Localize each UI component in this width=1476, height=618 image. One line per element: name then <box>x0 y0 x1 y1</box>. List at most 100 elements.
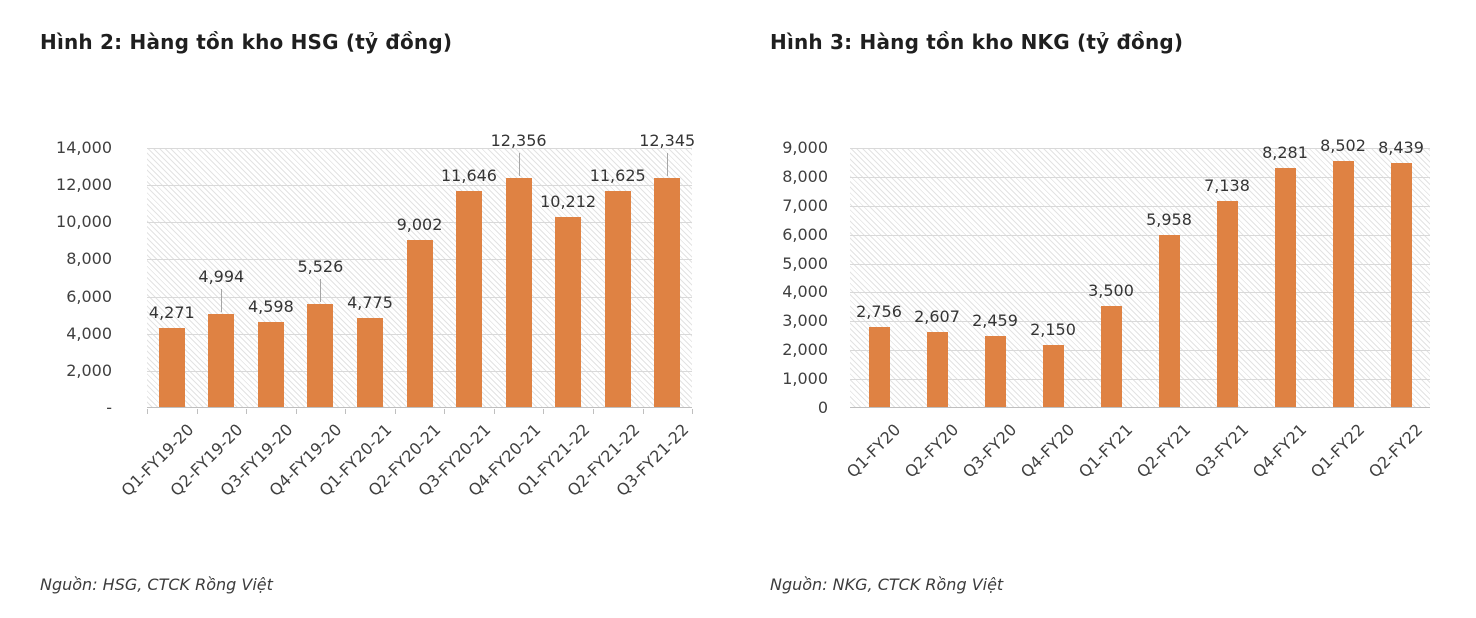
chart-title-hsg: Hình 2: Hàng tồn kho HSG (tỷ đồng) <box>40 30 453 54</box>
x-axis-tick-mark <box>444 409 446 414</box>
x-axis-category-label: Q2-FY21 <box>1132 420 1195 482</box>
y-axis-tick-label: 8,000 <box>782 167 828 186</box>
y-axis-tick-label: - <box>106 398 112 417</box>
gridline <box>850 350 1430 351</box>
y-axis-tick-label: 6,000 <box>66 287 112 306</box>
gridline <box>850 235 1430 236</box>
bar <box>984 336 1006 407</box>
gridline <box>850 206 1430 207</box>
x-axis-tick-mark <box>543 409 545 414</box>
bar <box>406 239 433 407</box>
x-axis-category-label: Q1-FY20 <box>842 420 905 482</box>
bar <box>1332 161 1354 407</box>
bar-value-label: 10,212 <box>540 192 597 212</box>
y-axis-tick-label: 14,000 <box>56 138 112 157</box>
bar-value-label: 8,281 <box>1262 142 1308 162</box>
chart-canvas-hsg: 4,271 4,994 4,598 5,526 4,775 9,002 11,646 12,3… <box>40 24 740 564</box>
gridline <box>850 177 1430 178</box>
x-axis-category-label: Q3-FY20 <box>958 420 1021 482</box>
bar <box>604 191 631 407</box>
bar-value-label: 5,958 <box>1146 209 1192 229</box>
gridline <box>850 292 1430 293</box>
x-axis-category-label: Q2-FY22 <box>1364 420 1427 482</box>
plot-area: 2,756 2,607 2,459 2,150 3,500 5,958 7,138 8,281… <box>850 136 1430 408</box>
y-axis-tick-label: 4,000 <box>782 282 828 301</box>
x-axis-tick-mark <box>394 409 396 414</box>
bar <box>1042 344 1064 407</box>
chart-source-nkg: Nguồn: NKG, CTCK Rồng Việt <box>770 575 1004 594</box>
bar <box>1390 163 1412 407</box>
label-leader-line <box>667 152 669 176</box>
bar-value-label: 9,002 <box>396 214 443 234</box>
hsg-inventory-chart: Hình 2: Hàng tồn kho HSG (tỷ đồng) 4,271… <box>40 24 740 604</box>
y-axis-tick-label: 2,000 <box>782 340 828 359</box>
gridline <box>850 264 1430 265</box>
bar-value-label: 2,150 <box>1030 319 1076 339</box>
bar-value-label: 12,356 <box>490 130 547 150</box>
x-axis-category-label: Q1-FY21 <box>1074 420 1137 482</box>
x-axis-tick-mark <box>196 409 198 414</box>
bar <box>456 190 482 407</box>
gridline <box>147 222 692 223</box>
bar <box>158 327 185 407</box>
gridline <box>147 185 692 186</box>
y-axis-tick-label: 12,000 <box>56 175 112 194</box>
bar <box>1158 234 1180 407</box>
y-axis-tick-label: 9,000 <box>782 138 828 157</box>
y-axis-tick-label: 1,000 <box>782 369 828 388</box>
y-axis-tick-label: 8,000 <box>66 249 112 268</box>
bar-value-label: 7,138 <box>1204 175 1250 195</box>
gridline <box>850 379 1430 380</box>
y-axis-tick-label: 7,000 <box>782 196 828 215</box>
bar-value-label: 8,502 <box>1320 136 1366 156</box>
y-axis-tick-label: 10,000 <box>56 212 112 231</box>
x-axis-tick-mark <box>147 409 148 414</box>
bar <box>654 177 681 407</box>
y-axis-tick-label: 5,000 <box>782 254 828 273</box>
x-axis-tick-mark <box>692 409 693 414</box>
x-axis-tick-mark <box>246 409 248 414</box>
x-axis-category-label: Q4-FY20 <box>1016 420 1079 482</box>
bar-value-label: 4,994 <box>198 267 245 287</box>
y-axis-tick-label: 6,000 <box>782 225 828 244</box>
chart-source-hsg: Nguồn: HSG, CTCK Rồng Việt <box>40 575 273 594</box>
x-axis-tick-mark <box>493 409 495 414</box>
x-axis-tick-mark <box>642 409 644 414</box>
gridline <box>850 321 1430 322</box>
x-axis-tick-mark <box>345 409 347 414</box>
y-axis-tick-label: 3,000 <box>782 311 828 330</box>
y-axis-tick-label: 2,000 <box>66 361 112 380</box>
bar <box>357 318 383 407</box>
plot-area: 4,271 4,994 4,598 5,526 4,775 9,002 11,646 12,3… <box>147 131 695 408</box>
bar-value-label: 2,607 <box>914 306 960 326</box>
bar <box>208 314 235 407</box>
x-axis-tick-mark <box>295 409 297 414</box>
gridline <box>147 148 692 149</box>
bar <box>257 321 284 407</box>
chart-title-nkg: Hình 3: Hàng tồn kho NKG (tỷ đồng) <box>770 30 1184 54</box>
y-axis-tick-label: 0 <box>817 398 828 417</box>
label-leader-line <box>320 279 322 303</box>
bar <box>1100 305 1122 407</box>
bar <box>868 327 890 407</box>
label-leader-line <box>518 152 520 176</box>
bar <box>555 217 582 407</box>
gridline <box>850 148 1430 149</box>
bar-value-label: 11,625 <box>589 166 646 186</box>
bar-value-label: 4,271 <box>148 302 195 322</box>
bar-value-label: 5,526 <box>297 257 344 277</box>
x-axis-category-label: Q2-FY20 <box>900 420 963 482</box>
bar <box>1216 200 1238 407</box>
bar <box>1274 167 1296 407</box>
x-axis-category-label: Q1-FY22 <box>1306 420 1369 482</box>
bar-value-label: 8,439 <box>1378 138 1424 158</box>
x-axis-category-label: Q4-FY21 <box>1248 420 1311 482</box>
bar-value-label: 3,500 <box>1088 280 1134 300</box>
bar <box>307 304 334 407</box>
bar-value-label: 2,459 <box>972 311 1018 330</box>
y-axis-tick-label: 4,000 <box>66 324 112 343</box>
x-axis-tick-mark <box>592 409 594 414</box>
bar-value-label: 11,646 <box>441 165 497 185</box>
bar-value-label: 4,598 <box>247 296 294 316</box>
bar-value-label: 12,345 <box>639 130 696 150</box>
